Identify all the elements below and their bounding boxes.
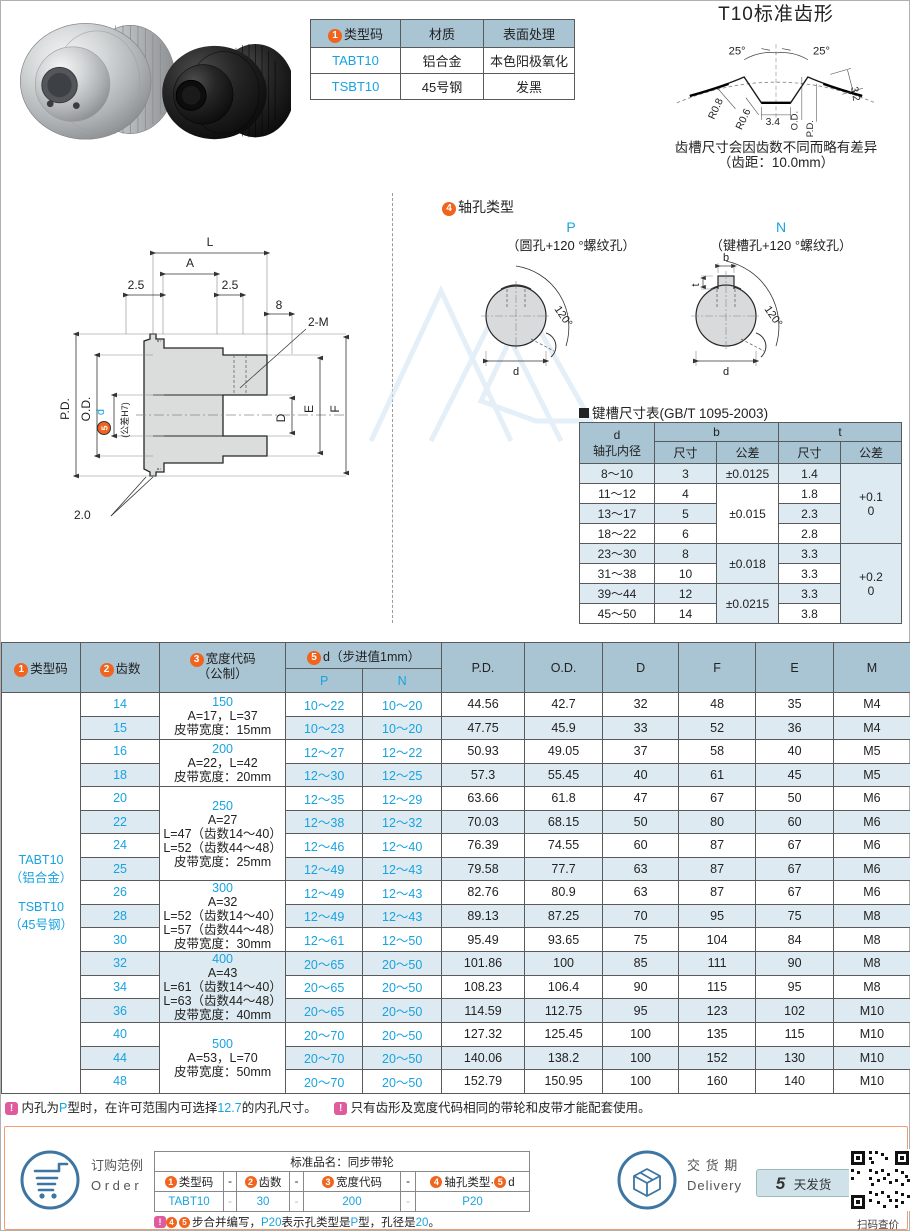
svg-text:D: D bbox=[274, 413, 288, 422]
svg-text:3.2: 3.2 bbox=[848, 86, 861, 102]
svg-text:120°: 120° bbox=[762, 304, 785, 330]
svg-text:d: d bbox=[723, 366, 729, 378]
svg-text:5: 5 bbox=[100, 425, 110, 430]
svg-text:2.5: 2.5 bbox=[222, 278, 239, 292]
svg-text:(公差H7): (公差H7) bbox=[119, 402, 130, 438]
svg-text:25°: 25° bbox=[729, 46, 746, 58]
svg-text:8: 8 bbox=[276, 298, 283, 312]
svg-text:O.D.: O.D. bbox=[790, 111, 801, 130]
svg-text:2-M: 2-M bbox=[308, 315, 329, 329]
svg-text:b: b bbox=[723, 252, 729, 264]
svg-text:A: A bbox=[186, 256, 194, 270]
svg-text:d: d bbox=[513, 366, 519, 378]
svg-text:L: L bbox=[207, 235, 214, 249]
svg-text:25°: 25° bbox=[813, 46, 830, 58]
svg-text:2.0: 2.0 bbox=[74, 508, 91, 522]
svg-text:3.4: 3.4 bbox=[766, 117, 781, 128]
svg-text:d: d bbox=[95, 409, 107, 415]
svg-text:2.5: 2.5 bbox=[128, 278, 145, 292]
svg-text:P.D.: P.D. bbox=[58, 398, 72, 420]
svg-text:R0.6: R0.6 bbox=[734, 107, 753, 132]
svg-text:O.D.: O.D. bbox=[79, 397, 93, 422]
svg-text:120°: 120° bbox=[552, 304, 575, 330]
svg-text:R0.8: R0.8 bbox=[707, 97, 726, 122]
svg-text:P.D.: P.D. bbox=[805, 120, 816, 137]
svg-text:t: t bbox=[690, 283, 702, 286]
svg-text:E: E bbox=[302, 405, 316, 413]
svg-text:F: F bbox=[328, 405, 342, 412]
